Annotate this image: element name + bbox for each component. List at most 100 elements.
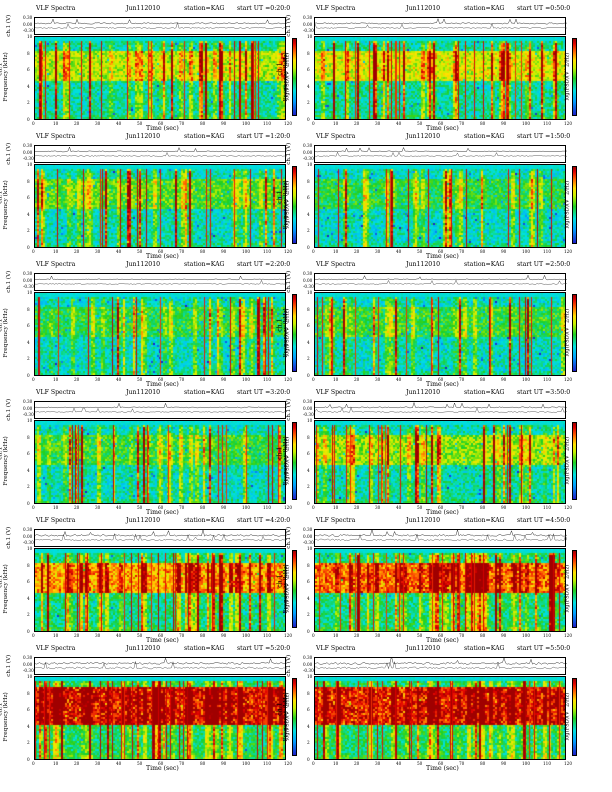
ch1-trace-line: [35, 530, 287, 537]
ch1-trace-line: [315, 18, 567, 25]
time-tick-label: 90: [501, 760, 507, 766]
time-tick-label: 50: [417, 120, 423, 126]
colorbar: [572, 550, 577, 628]
time-tick-label: 0: [32, 120, 35, 126]
time-tick-label: 30: [95, 248, 101, 254]
freq-axis-label: Frequency (kHz): [2, 564, 9, 614]
time-tick-label: 20: [354, 376, 360, 382]
ch1-axis-label: ch.1 (V): [6, 14, 13, 37]
ch1-trace-line: [315, 146, 567, 153]
time-tick-label: 0: [312, 376, 315, 382]
chart-title: VLF Spectra: [316, 389, 356, 396]
freq-tick-label: 0: [27, 500, 30, 506]
time-tick-label: 20: [74, 760, 80, 766]
colorbar-label: log(PSD)(V^2/Hz): [564, 308, 571, 357]
time-tick-label: 40: [116, 760, 122, 766]
ch1-tick-label: 0.00: [23, 149, 33, 155]
ch1-tick-label: 0.30: [23, 15, 33, 20]
freq-tick-label: 2: [307, 100, 310, 105]
time-tick-label: 100: [522, 248, 530, 254]
ch1-tick-label: 0.30: [303, 271, 313, 276]
ch1-trace-line: [315, 402, 567, 409]
station-label: station=KAG: [464, 645, 505, 652]
ch1-trace-line: [35, 18, 287, 25]
time-axis-label: Time (sec): [146, 381, 179, 388]
freq-tick-label: 10: [27, 34, 33, 39]
date-label: Jun112010: [126, 517, 161, 524]
freq-tick-label: 10: [307, 546, 313, 551]
freq-tick-label: 0: [307, 756, 310, 762]
ch1-tick-label: 0.30: [23, 655, 33, 660]
ch1-tick-label: 0.30: [23, 527, 33, 532]
time-tick-label: 120: [284, 248, 292, 254]
spectrogram: [314, 36, 566, 120]
time-tick-label: 40: [396, 120, 402, 126]
time-tick-label: 50: [137, 120, 143, 126]
freq-tick-label: 4: [307, 211, 310, 217]
time-tick-label: 80: [480, 120, 486, 126]
freq-tick-label: 4: [27, 467, 30, 473]
time-tick-label: 70: [459, 632, 465, 638]
time-tick-label: 70: [179, 248, 185, 254]
spectrum-panel: VLF Spectra Jun112010 station=KAG start UT …: [277, 644, 577, 772]
ch1-trace-box: [34, 17, 287, 35]
time-axis-label: Time (sec): [426, 765, 459, 772]
time-tick-label: 70: [459, 504, 465, 510]
date-label: Jun112010: [126, 645, 161, 652]
ch1-axis-label: ch.1 (V): [6, 526, 13, 549]
spectrogram: [314, 420, 566, 504]
time-tick-label: 40: [396, 248, 402, 254]
time-tick-label: 10: [333, 120, 339, 126]
ch1-trace-box: [314, 401, 567, 419]
time-tick-label: 80: [200, 504, 206, 510]
spectrum-panel: VLF Spectra Jun112010 station=KAG start UT …: [0, 132, 297, 260]
freq-tick-label: 8: [307, 178, 310, 184]
ch1-trace-box: [314, 657, 567, 675]
time-tick-label: 30: [375, 248, 381, 254]
time-tick-label: 20: [74, 120, 80, 126]
freq-tick-label: 6: [307, 579, 310, 584]
freq-tick-label: 10: [307, 674, 313, 679]
chart-title: VLF Spectra: [36, 517, 76, 524]
ch1-tick-label: -0.30: [23, 284, 34, 289]
time-tick-label: 30: [375, 632, 381, 638]
spectrogram-heatmap: [315, 677, 565, 759]
time-tick-label: 110: [543, 120, 551, 126]
ch1-tick-label: -0.30: [303, 28, 314, 33]
ch1-trace-line: [35, 402, 287, 409]
time-tick-label: 40: [396, 504, 402, 510]
time-tick-label: 70: [459, 120, 465, 126]
ch1-tick-label: 0.00: [303, 149, 313, 155]
freq-tick-label: 8: [27, 178, 30, 184]
ch1-tick-label: 0.30: [303, 15, 313, 20]
time-tick-label: 40: [116, 632, 122, 638]
spectrogram-heatmap: [315, 293, 565, 375]
time-tick-label: 60: [438, 504, 444, 510]
time-tick-label: 40: [116, 376, 122, 382]
spectrogram: [34, 36, 286, 120]
time-tick-label: 110: [263, 120, 271, 126]
time-tick-label: 100: [242, 504, 250, 510]
time-tick-label: 30: [95, 376, 101, 382]
station-label: station=KAG: [464, 5, 505, 12]
time-tick-label: 110: [263, 760, 271, 766]
ch1-trace-line: [35, 279, 287, 285]
freq-tick-label: 0: [307, 244, 310, 250]
spectrogram: [34, 420, 286, 504]
freq-tick-label: 0: [27, 244, 30, 250]
freq-tick-label: 6: [27, 195, 30, 200]
time-tick-label: 50: [417, 504, 423, 510]
time-tick-label: 10: [333, 632, 339, 638]
freq-tick-label: 2: [27, 484, 30, 489]
ch1-trace-line: [315, 530, 567, 537]
time-tick-label: 0: [312, 760, 315, 766]
ch1-trace-svg: [315, 658, 567, 670]
ch1-trace-box: [314, 529, 567, 547]
time-axis-label: Time (sec): [146, 637, 179, 644]
freq-tick-label: 4: [307, 339, 310, 345]
ch1-tick-label: 0.30: [23, 271, 33, 276]
chart-title: VLF Spectra: [316, 645, 356, 652]
freq-tick-label: 0: [27, 116, 30, 122]
ch1-trace-svg: [35, 18, 287, 29]
freq-axis-label: Frequency (kHz): [2, 52, 9, 102]
